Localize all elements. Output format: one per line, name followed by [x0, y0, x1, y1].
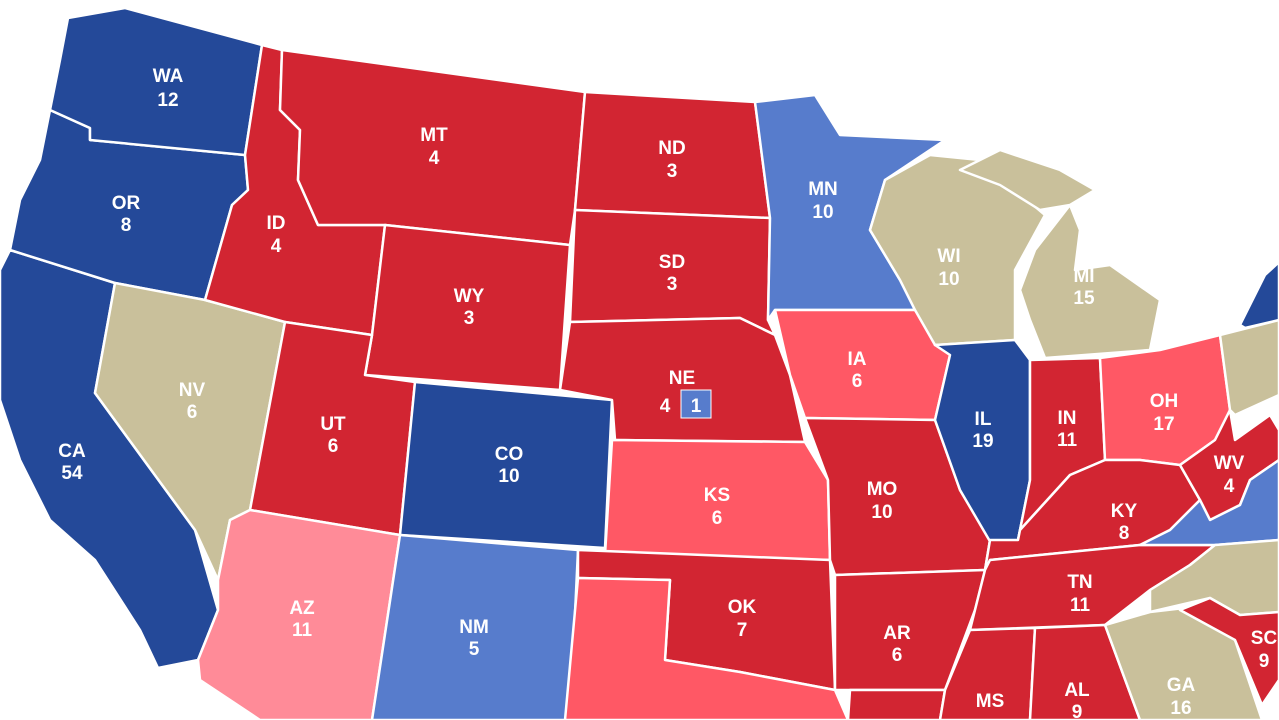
state-tx[interactable] [563, 576, 850, 720]
label-mn-abbr: MN [808, 179, 838, 200]
label-mn-ev: 10 [812, 202, 833, 223]
label-sc-ev: 9 [1259, 651, 1270, 672]
label-ut-abbr: UT [320, 414, 346, 435]
label-in-abbr: IN [1058, 408, 1077, 429]
label-wv-abbr: WV [1214, 453, 1245, 474]
state-ms[interactable] [938, 626, 1037, 720]
state-wy[interactable] [363, 223, 572, 392]
label-id-abbr: ID [267, 213, 286, 234]
state-labels: WA 12 OR 8 CA 54 ID 4 NV 6 MT 4 WY 3 UT … [58, 66, 1277, 720]
label-al-ev: 9 [1072, 702, 1083, 720]
label-sd-abbr: SD [659, 252, 685, 273]
label-ia-abbr: IA [848, 349, 867, 370]
label-nv-ev: 6 [187, 402, 198, 423]
label-oh-ev: 17 [1153, 414, 1174, 435]
label-nm-abbr: NM [459, 617, 489, 638]
label-tn-abbr: TN [1067, 572, 1092, 593]
label-wi-ev: 10 [938, 269, 959, 290]
label-ga-ev: 16 [1170, 698, 1191, 719]
label-mo-ev: 10 [871, 502, 892, 523]
label-ky-abbr: KY [1111, 501, 1138, 522]
label-wy-abbr: WY [454, 286, 485, 307]
label-nd-abbr: ND [658, 138, 685, 159]
label-az-ev: 11 [292, 620, 313, 641]
label-sc-abbr: SC [1251, 628, 1278, 649]
label-il-abbr: IL [975, 409, 992, 430]
label-oh-abbr: OH [1150, 391, 1179, 412]
label-wy-ev: 3 [464, 308, 475, 329]
label-id-ev: 4 [271, 236, 282, 257]
state-nm[interactable] [370, 533, 580, 720]
label-co-ev: 10 [498, 466, 519, 487]
label-il-ev: 19 [972, 431, 993, 452]
label-ga-abbr: GA [1167, 675, 1196, 696]
label-ks-abbr: KS [704, 485, 730, 506]
label-in-ev: 11 [1057, 430, 1078, 451]
label-ne-district: 1 [691, 396, 702, 417]
label-ms-abbr: MS [976, 691, 1005, 712]
state-la[interactable] [846, 688, 947, 720]
state-sc[interactable] [1178, 596, 1279, 707]
label-ar-ev: 6 [892, 645, 903, 666]
label-ne-abbr: NE [669, 368, 695, 389]
state-mi[interactable] [1018, 203, 1162, 360]
label-ca-ev: 54 [61, 463, 83, 484]
state-co[interactable] [398, 380, 614, 550]
label-ia-ev: 6 [852, 371, 863, 392]
state-mi-upper[interactable] [958, 148, 1097, 212]
label-mi-abbr: MI [1073, 266, 1094, 287]
label-wi-abbr: WI [937, 246, 960, 267]
label-nd-ev: 3 [667, 161, 678, 182]
label-tn-ev: 11 [1070, 595, 1091, 616]
label-wa-ev: 12 [157, 90, 178, 111]
label-ca-abbr: CA [58, 441, 86, 462]
label-mi-ev: 15 [1073, 288, 1095, 309]
label-ut-ev: 6 [328, 436, 339, 457]
label-nv-abbr: NV [179, 380, 206, 401]
label-mt-ev: 4 [429, 148, 440, 169]
label-az-abbr: AZ [289, 598, 315, 619]
label-ok-abbr: OK [728, 597, 757, 618]
label-or-ev: 8 [121, 215, 132, 236]
label-ne-ev: 4 [660, 396, 671, 417]
label-ar-abbr: AR [883, 623, 911, 644]
label-al-abbr: AL [1064, 680, 1090, 701]
label-nm-ev: 5 [469, 639, 480, 660]
label-ok-ev: 7 [737, 620, 748, 641]
label-ky-ev: 8 [1119, 523, 1130, 544]
label-wa-abbr: WA [153, 66, 184, 87]
state-ny[interactable] [1238, 260, 1279, 330]
state-wa[interactable] [48, 6, 264, 157]
ne-district-box[interactable] [680, 389, 712, 419]
state-nc[interactable] [1148, 538, 1279, 617]
label-mo-abbr: MO [867, 479, 898, 500]
label-wv-ev: 4 [1224, 476, 1235, 497]
label-mt-abbr: MT [420, 125, 448, 146]
label-ks-ev: 6 [712, 508, 723, 529]
label-sd-ev: 3 [667, 274, 678, 295]
label-co-abbr: CO [495, 444, 524, 465]
label-or-abbr: OR [112, 193, 141, 214]
